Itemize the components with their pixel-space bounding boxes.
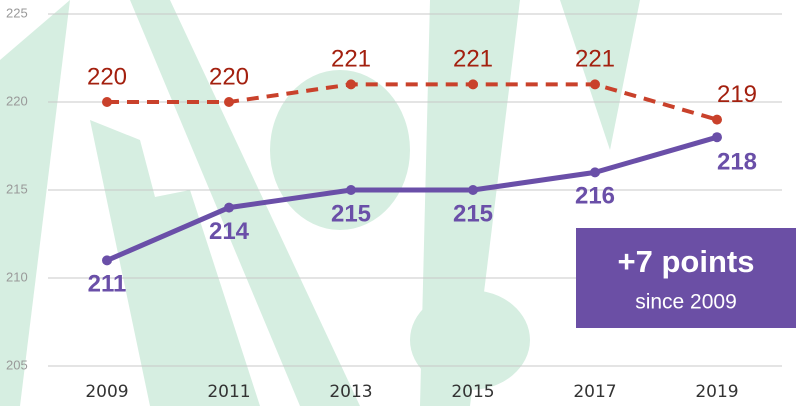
data-label: 211 <box>88 271 127 298</box>
annotation-subtitle: since 2009 <box>635 291 737 314</box>
background-decoration <box>0 0 640 406</box>
data-label: 215 <box>331 200 371 227</box>
y-tick-label: 210 <box>6 269 28 284</box>
y-tick-label: 205 <box>6 357 28 372</box>
data-point <box>346 185 356 195</box>
data-label: 214 <box>209 218 250 245</box>
data-label: 221 <box>331 46 371 73</box>
x-tick-label: 2013 <box>329 382 372 402</box>
annotation-background <box>576 228 796 328</box>
data-point <box>102 97 112 107</box>
data-label: 216 <box>575 183 615 210</box>
data-point <box>102 255 112 266</box>
data-label: 220 <box>87 63 127 90</box>
series-line <box>106 134 718 263</box>
y-tick-label: 225 <box>6 5 28 20</box>
data-point <box>590 167 600 178</box>
data-point <box>346 79 356 90</box>
data-point <box>590 79 600 90</box>
y-tick-label: 220 <box>6 93 28 108</box>
data-point <box>468 79 478 90</box>
data-point <box>712 132 722 143</box>
data-label: 215 <box>453 200 493 227</box>
x-tick-label: 2017 <box>573 382 616 402</box>
data-label: 219 <box>717 81 757 108</box>
x-tick-label: 2019 <box>695 382 738 402</box>
x-tick-label: 2015 <box>451 382 494 402</box>
data-label: 218 <box>717 149 757 176</box>
data-label: 221 <box>575 46 615 73</box>
data-label: 221 <box>453 46 493 73</box>
series-line <box>107 82 718 122</box>
annotation-box: +7 points since 2009 <box>576 228 796 328</box>
y-tick-label: 215 <box>6 181 28 196</box>
data-point <box>468 185 478 195</box>
data-point <box>224 97 234 107</box>
data-label: 220 <box>209 63 249 90</box>
annotation-title: +7 points <box>618 244 755 279</box>
data-point <box>712 114 722 125</box>
data-point <box>224 202 234 213</box>
x-tick-label: 2011 <box>207 382 250 402</box>
x-tick-label: 2009 <box>85 382 128 402</box>
